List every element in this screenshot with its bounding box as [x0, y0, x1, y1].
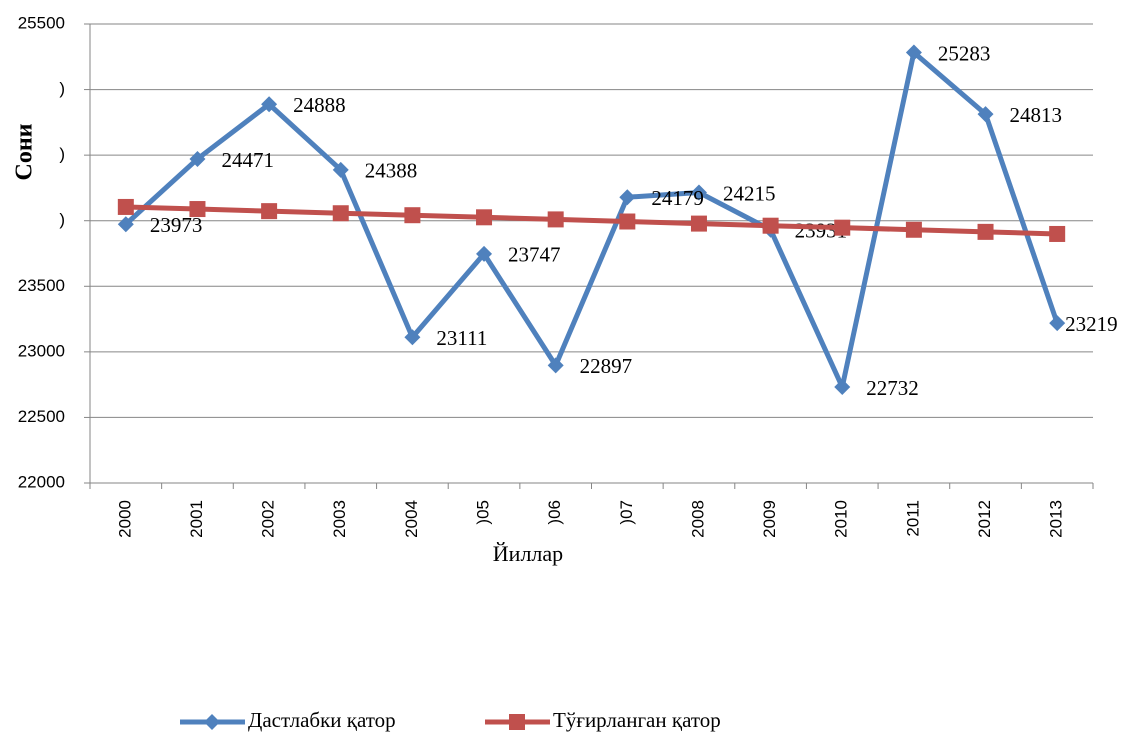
x-tick-label: 2001: [187, 500, 206, 538]
data-label: 24888: [293, 93, 346, 117]
marker: [404, 207, 421, 224]
x-tick-label: 2008: [688, 500, 707, 538]
x-tick-label: )06: [545, 500, 564, 525]
marker: [476, 245, 493, 262]
marker: [905, 221, 922, 238]
legend-marker: [509, 714, 525, 730]
marker: [1049, 225, 1066, 242]
marker: [905, 44, 922, 61]
marker: [332, 205, 349, 222]
data-label: 25283: [938, 41, 991, 65]
x-tick-label: )05: [474, 500, 493, 525]
data-label: 24179: [651, 186, 704, 210]
y-tick-label: ): [59, 210, 65, 229]
marker: [977, 106, 994, 123]
data-label: 24388: [365, 159, 418, 183]
marker: [834, 219, 851, 236]
x-tick-label: 2013: [1047, 500, 1066, 538]
y-tick-label: 23500: [18, 276, 65, 295]
data-label: 23219: [1065, 312, 1118, 336]
series-line: [124, 49, 1060, 390]
marker: [189, 201, 206, 218]
data-label: 24813: [1010, 103, 1062, 127]
marker: [977, 223, 994, 240]
marker: [619, 189, 636, 206]
marker: [619, 213, 636, 230]
marker: [547, 357, 564, 374]
x-tick-label: 2004: [402, 500, 421, 538]
marker: [332, 161, 349, 178]
data-label: 23747: [508, 243, 561, 267]
marker: [189, 150, 206, 167]
y-tick-label: ): [59, 79, 65, 98]
x-tick-label: 2002: [259, 500, 278, 538]
x-tick-label: 2012: [975, 500, 994, 538]
marker: [1049, 315, 1066, 332]
x-axis-title: Йиллар: [493, 541, 563, 566]
x-tick-label: 2000: [115, 500, 134, 538]
y-tick-label: 23000: [18, 341, 65, 360]
marker: [117, 216, 134, 233]
x-tick-label: 2009: [760, 500, 779, 538]
marker: [261, 96, 278, 113]
marker: [762, 217, 779, 234]
x-tick-label: )07: [617, 500, 636, 525]
marker: [261, 203, 278, 220]
marker: [690, 215, 707, 232]
legend-label: Дастлабки қатор: [248, 708, 396, 732]
x-tick-label: 2010: [832, 500, 851, 538]
marker: [404, 329, 421, 346]
data-label: 24471: [221, 148, 274, 172]
y-tick-label: 22500: [18, 407, 65, 426]
marker: [690, 184, 707, 201]
marker: [117, 198, 134, 215]
y-axis-title: Сони: [12, 123, 38, 180]
data-label: 23111: [436, 326, 487, 350]
marker: [834, 379, 851, 396]
marker: [476, 209, 493, 226]
data-label: 22732: [866, 376, 919, 400]
marker: [547, 211, 564, 228]
y-tick-label: 22000: [18, 472, 65, 491]
series-line: [125, 204, 1058, 237]
data-label: 23973: [150, 213, 203, 237]
y-tick-label: 25500: [18, 13, 65, 32]
data-label: 24215: [723, 181, 776, 205]
y-tick-label: ): [59, 145, 65, 164]
legend-marker: [204, 714, 220, 730]
legend-label: Тўғирланган қатор: [553, 708, 721, 732]
data-label: 22897: [580, 354, 633, 378]
x-tick-label: 2011: [903, 500, 922, 537]
x-tick-label: 2003: [330, 500, 349, 538]
